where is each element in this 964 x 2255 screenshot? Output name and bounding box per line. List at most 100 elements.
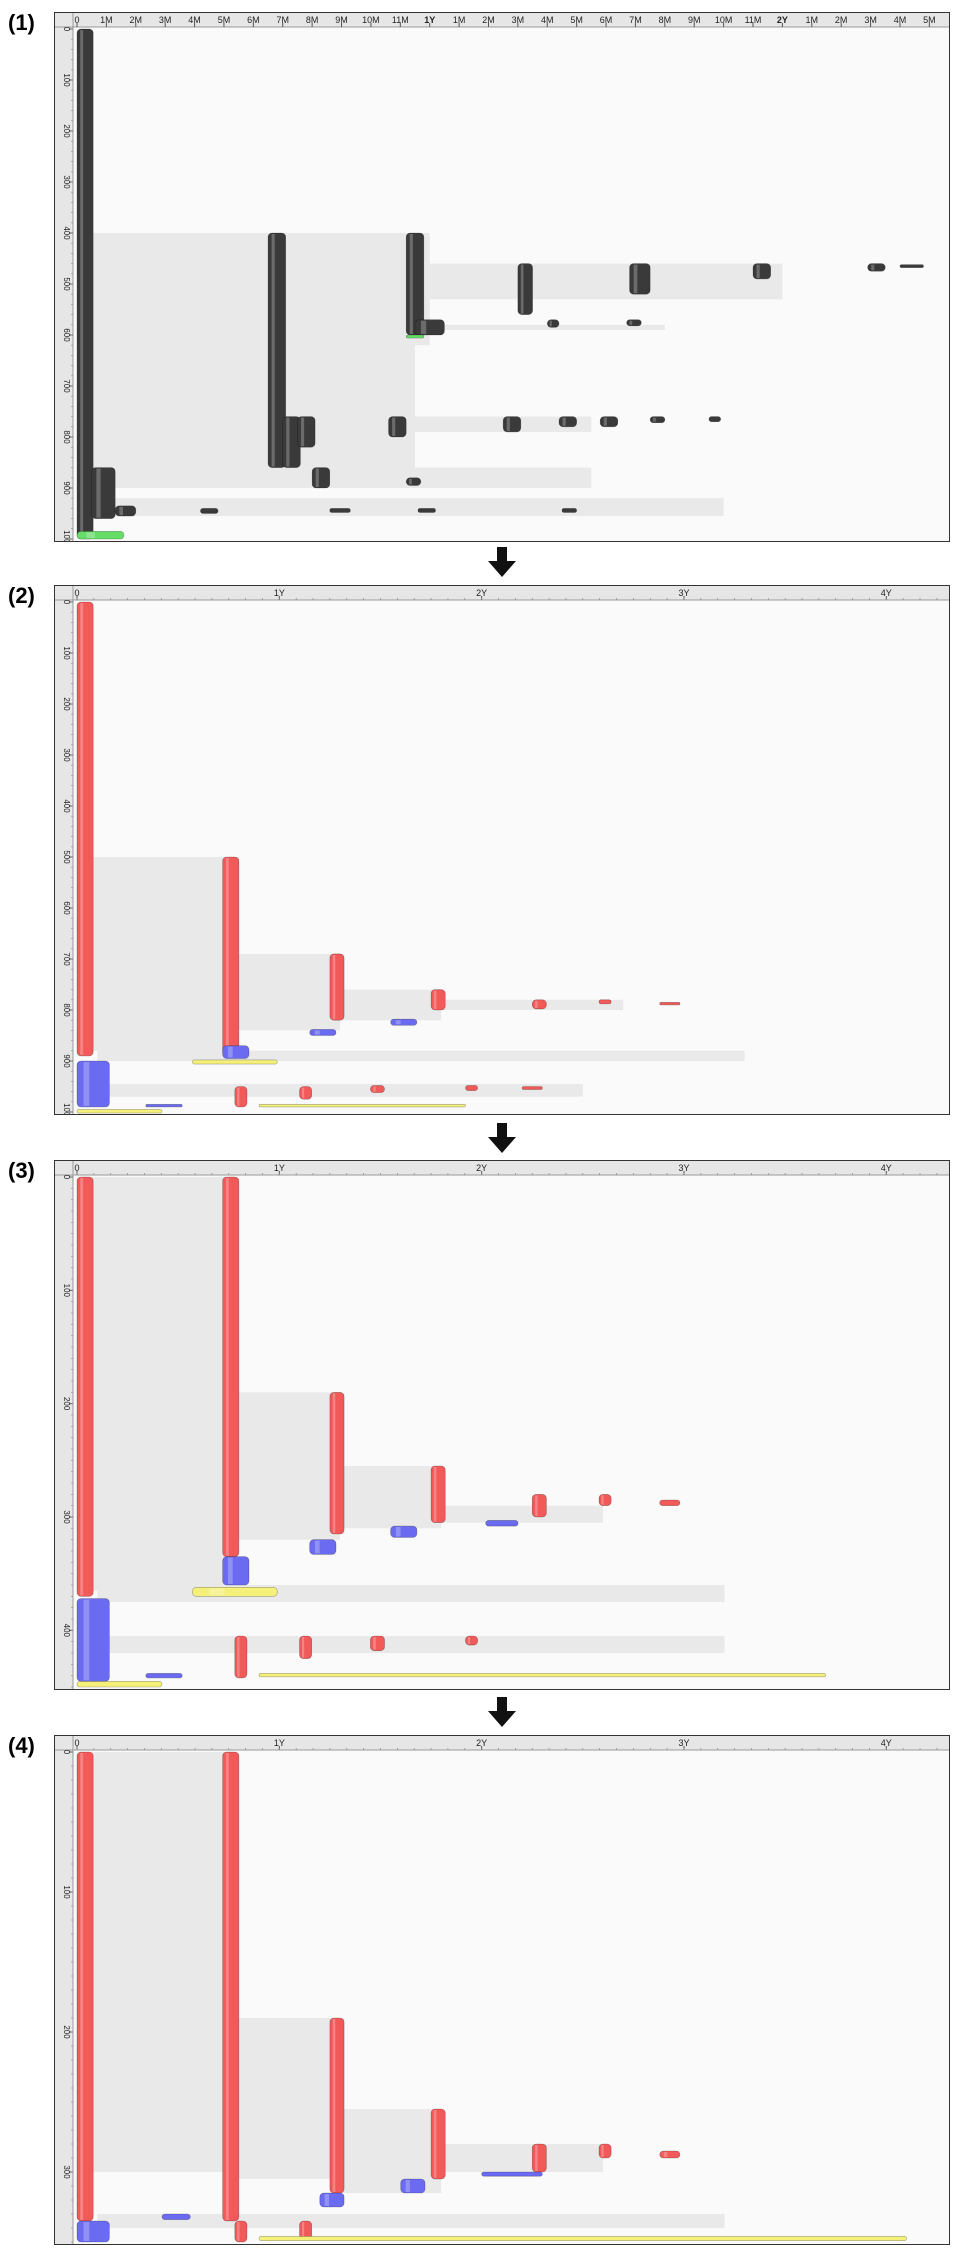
- y-tick-label: 900: [62, 481, 71, 495]
- lineage-band: [429, 263, 783, 300]
- x-tick-label: 0: [74, 1738, 79, 1748]
- y-tick-label: 800: [62, 1003, 71, 1017]
- x-tick-label: 3Y: [678, 1163, 689, 1173]
- y-tick-label: 1000: [62, 1103, 71, 1114]
- timeline-chart-3: 0 1Y 2Y 3Y 4Y 0 100 200 300 400: [54, 1160, 950, 1690]
- timeline-bar: [649, 416, 666, 424]
- timeline-bar: [465, 1635, 478, 1646]
- lineage-band: [238, 953, 341, 1031]
- timeline-bar: [319, 2192, 345, 2208]
- y-tick-label: 400: [62, 1624, 71, 1638]
- lineage-band: [97, 1585, 725, 1602]
- timeline-bar: [309, 1539, 337, 1555]
- bar-highlight: [433, 2110, 437, 2178]
- timeline-bar: [752, 263, 771, 280]
- bar-highlight: [653, 417, 656, 422]
- bar-highlight: [80, 1178, 84, 1596]
- lineage-band: [97, 1083, 583, 1097]
- timeline-bar: [405, 334, 425, 339]
- timeline-bar: [76, 2220, 110, 2243]
- bar-highlight: [409, 234, 413, 334]
- lineage-band: [429, 324, 665, 330]
- x-tick-label: 4Y: [881, 588, 892, 598]
- bar-highlight: [225, 1178, 229, 1556]
- bar-highlight: [80, 30, 84, 538]
- bar-highlight: [225, 858, 229, 1055]
- x-tick-label: 8M: [659, 15, 672, 25]
- x-tick-label: 2Y: [476, 588, 487, 598]
- timeline-bar: [234, 2220, 248, 2243]
- y-tick-label: 300: [62, 1510, 71, 1524]
- x-ruler: [55, 586, 949, 600]
- timeline-bar: [234, 1635, 248, 1679]
- y-tick-label: 200: [62, 124, 71, 138]
- x-ruler: [55, 13, 949, 27]
- y-ruler: [55, 1736, 73, 2244]
- x-tick-label: 4Y: [881, 1738, 892, 1748]
- x-tick-label: 1M: [100, 15, 113, 25]
- bar-highlight: [314, 1540, 320, 1554]
- timeline-bar: [531, 1494, 547, 1518]
- timeline-bar: [558, 416, 577, 428]
- lineage-band: [97, 1636, 725, 1653]
- y-ruler: [55, 13, 73, 541]
- x-tick-label: 8M: [306, 15, 319, 25]
- timeline-bar: [192, 1059, 278, 1065]
- x-tick-label: 3M: [159, 15, 172, 25]
- x-tick-label: 5M: [570, 15, 583, 25]
- bar-highlight: [96, 468, 101, 518]
- x-tick-label: 4Y: [881, 1163, 892, 1173]
- bar-highlight: [409, 478, 412, 485]
- bar-highlight: [633, 264, 638, 294]
- y-tick-label: 500: [62, 277, 71, 291]
- timeline-bar: [309, 1029, 337, 1036]
- x-tick-label: 2M: [482, 15, 495, 25]
- timeline-bar: [329, 2017, 345, 2194]
- bar-highlight: [562, 417, 566, 426]
- timeline-bar: [76, 1176, 94, 1597]
- timeline-bar: [161, 2213, 191, 2220]
- bar-highlight: [301, 2222, 305, 2239]
- timeline-bar: [430, 2108, 446, 2180]
- y-tick-label: 0: [62, 27, 71, 32]
- timeline-bar: [222, 1751, 240, 2222]
- bar-highlight: [80, 1753, 84, 2220]
- timeline-bar: [485, 1520, 519, 1527]
- timeline-bar: [222, 1176, 240, 1557]
- x-ruler: [55, 1161, 949, 1175]
- timeline-bar: [370, 1635, 385, 1652]
- panel-label-2: (2): [8, 583, 35, 608]
- timeline-bar: [502, 416, 522, 433]
- timeline-bar: [76, 1598, 110, 1682]
- lineage-band: [238, 2018, 341, 2179]
- x-tick-label: 1Y: [424, 15, 435, 25]
- timeline-bar: [329, 1392, 345, 1535]
- timeline-bar: [867, 263, 886, 272]
- lineage-band: [282, 416, 592, 432]
- y-tick-label: 300: [62, 175, 71, 189]
- x-tick-label: 0: [74, 588, 79, 598]
- x-tick-label: 1M: [453, 15, 466, 25]
- lineage-band: [97, 2214, 725, 2228]
- bar-highlight: [301, 1637, 305, 1658]
- timeline-bar: [430, 1465, 446, 1523]
- bar-highlight: [663, 2152, 668, 2157]
- bar-highlight: [237, 2222, 240, 2241]
- x-tick-label: 4M: [894, 15, 907, 25]
- bar-highlight: [420, 320, 427, 334]
- timeline-bar: [465, 1085, 478, 1091]
- x-tick-label: 3M: [512, 15, 525, 25]
- x-tick-label: 2M: [130, 15, 143, 25]
- panel-label-4: (4): [8, 1733, 35, 1758]
- bar-highlight: [549, 320, 552, 327]
- x-tick-label: 3Y: [678, 588, 689, 598]
- timeline-bar: [76, 601, 94, 1057]
- x-ruler: [55, 1736, 949, 1750]
- timeline-bar: [659, 2150, 681, 2159]
- lineage-band: [91, 1752, 229, 2172]
- y-tick-label: 200: [62, 697, 71, 711]
- y-tick-label: 100: [62, 1284, 71, 1298]
- x-tick-label: 3Y: [678, 1738, 689, 1748]
- timeline-bar: [708, 416, 721, 423]
- timeline-bar: [629, 263, 651, 295]
